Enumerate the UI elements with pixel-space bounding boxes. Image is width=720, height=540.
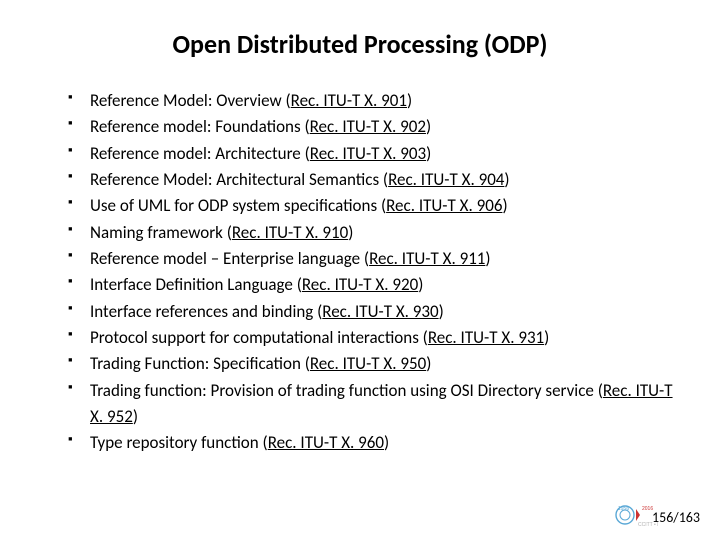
reference-link[interactable]: Rec. ITU-T X. 901 — [291, 90, 407, 111]
item-tail: ) — [439, 301, 444, 322]
reference-link[interactable]: Rec. ITU-T X. 920 — [302, 274, 418, 295]
item-text: Reference Model: Overview ( — [90, 90, 291, 111]
list-item: Reference Model: Architectural Semantics… — [68, 167, 680, 193]
item-text: Interface references and binding ( — [90, 301, 322, 322]
list-item: Interface references and binding (Rec. I… — [68, 299, 680, 325]
list-item: Protocol support for computational inter… — [68, 325, 680, 351]
slide: Open Distributed Processing (ODP) Refere… — [0, 0, 720, 540]
slide-title: Open Distributed Processing (ODP) — [40, 28, 680, 60]
page-number: 156/163 — [652, 509, 700, 526]
item-tail: ) — [485, 248, 490, 269]
list-item: Trading function: Provision of trading f… — [68, 378, 680, 431]
reference-link[interactable]: Rec. ITU-T X. 960 — [268, 432, 384, 453]
list-item: Reference Model: Overview (Rec. ITU-T X.… — [68, 88, 680, 114]
list-item: Trading Function: Specification (Rec. IT… — [68, 351, 680, 377]
item-tail: ) — [426, 116, 431, 137]
item-tail: ) — [426, 353, 431, 374]
reference-link[interactable]: Rec. ITU-T X. 931 — [428, 327, 544, 348]
item-tail: ) — [384, 432, 389, 453]
item-text: Type repository function ( — [90, 432, 268, 453]
item-tail: ) — [133, 406, 138, 427]
reference-link[interactable]: Rec. ITU-T X. 911 — [369, 248, 485, 269]
item-text: Interface Definition Language ( — [90, 274, 302, 295]
item-tail: ) — [348, 222, 353, 243]
list-item: Reference model – Enterprise language (R… — [68, 246, 680, 272]
item-tail: ) — [504, 169, 509, 190]
item-text: Naming framework ( — [90, 222, 232, 243]
item-tail: ) — [407, 90, 412, 111]
svg-text:1956: 1956 — [618, 506, 629, 512]
item-tail: ) — [502, 195, 507, 216]
item-tail: ) — [418, 274, 423, 295]
item-text: Trading Function: Specification ( — [90, 353, 310, 374]
item-text: Trading function: Provision of trading f… — [90, 380, 603, 401]
reference-link[interactable]: Rec. ITU-T X. 903 — [310, 143, 426, 164]
reference-link[interactable]: Rec. ITU-T X. 904 — [388, 169, 504, 190]
bullet-list: Reference Model: Overview (Rec. ITU-T X.… — [40, 88, 680, 457]
reference-link[interactable]: Rec. ITU-T X. 906 — [386, 195, 502, 216]
reference-link[interactable]: Rec. ITU-T X. 950 — [310, 353, 426, 374]
list-item: Use of UML for ODP system specifications… — [68, 193, 680, 219]
item-text: Reference model: Foundations ( — [90, 116, 310, 137]
item-text: Reference model – Enterprise language ( — [90, 248, 369, 269]
list-item: Naming framework (Rec. ITU-T X. 910) — [68, 220, 680, 246]
item-text: Reference Model: Architectural Semantics… — [90, 169, 388, 190]
list-item: Reference model: Architecture (Rec. ITU-… — [68, 141, 680, 167]
item-tail: ) — [426, 143, 431, 164]
reference-link[interactable]: Rec. ITU-T X. 902 — [310, 116, 426, 137]
item-tail: ) — [544, 327, 549, 348]
list-item: Interface Definition Language (Rec. ITU-… — [68, 272, 680, 298]
item-text: Protocol support for computational inter… — [90, 327, 428, 348]
reference-link[interactable]: Rec. ITU-T X. 910 — [232, 222, 348, 243]
item-text: Use of UML for ODP system specifications… — [90, 195, 386, 216]
reference-link[interactable]: Rec. ITU-T X. 930 — [322, 301, 438, 322]
list-item: Reference model: Foundations (Rec. ITU-T… — [68, 114, 680, 140]
item-text: Reference model: Architecture ( — [90, 143, 310, 164]
list-item: Type repository function (Rec. ITU-T X. … — [68, 430, 680, 456]
